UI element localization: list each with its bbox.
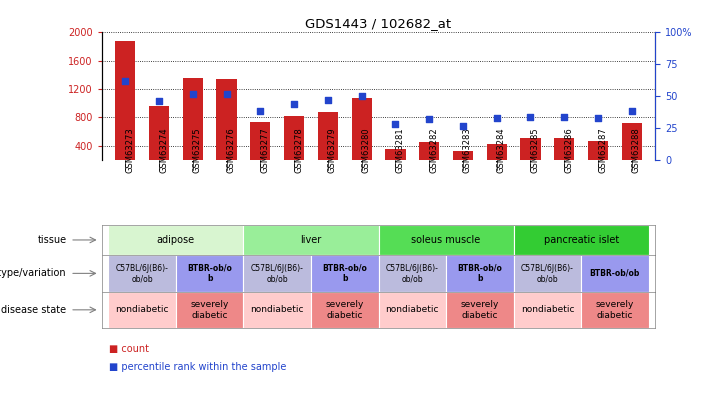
Bar <box>514 225 648 255</box>
Bar <box>520 138 540 174</box>
Bar <box>311 292 379 328</box>
Text: GSM63275: GSM63275 <box>193 127 202 173</box>
Text: GSM63281: GSM63281 <box>395 127 404 173</box>
Bar <box>581 292 648 328</box>
Text: GSM63276: GSM63276 <box>226 127 236 173</box>
Point <box>187 90 198 97</box>
Text: tissue: tissue <box>37 235 67 245</box>
Text: nondiabetic: nondiabetic <box>116 305 169 314</box>
Text: GSM63277: GSM63277 <box>260 127 269 173</box>
Text: GSM63282: GSM63282 <box>429 127 438 173</box>
Point <box>423 116 435 122</box>
Bar <box>183 78 203 174</box>
Text: disease state: disease state <box>1 305 67 315</box>
Text: BTBR-ob/ob: BTBR-ob/ob <box>590 269 640 278</box>
Point <box>491 115 503 121</box>
Text: C57BL/6J(B6)-
ob/ob: C57BL/6J(B6)- ob/ob <box>116 264 169 283</box>
Text: GSM63287: GSM63287 <box>598 127 607 173</box>
Text: BTBR-ob/o
b: BTBR-ob/o b <box>187 264 232 283</box>
Text: GSM63284: GSM63284 <box>497 127 505 173</box>
Text: ■ count: ■ count <box>109 344 149 354</box>
Bar <box>486 144 507 174</box>
Bar <box>284 116 304 174</box>
Text: GSM63288: GSM63288 <box>632 127 641 173</box>
Text: C57BL/6J(B6)-
ob/ob: C57BL/6J(B6)- ob/ob <box>251 264 304 283</box>
Bar <box>109 292 176 328</box>
Text: severely
diabetic: severely diabetic <box>596 300 634 320</box>
Text: GSM63280: GSM63280 <box>362 127 371 173</box>
Text: GSM63285: GSM63285 <box>531 127 540 173</box>
Bar <box>149 106 169 174</box>
Text: GSM63278: GSM63278 <box>294 127 303 173</box>
Bar <box>318 113 338 174</box>
Text: ■ percentile rank within the sample: ■ percentile rank within the sample <box>109 362 286 373</box>
Bar <box>176 292 243 328</box>
Bar <box>379 225 514 255</box>
Bar <box>379 292 446 328</box>
Text: severely
diabetic: severely diabetic <box>461 300 499 320</box>
Bar <box>581 255 648 292</box>
Bar <box>386 149 406 174</box>
Text: liver: liver <box>301 235 322 245</box>
Point <box>457 122 468 129</box>
Bar <box>419 142 440 174</box>
Text: GSM63274: GSM63274 <box>159 127 168 173</box>
Bar <box>351 98 372 174</box>
Text: nondiabetic: nondiabetic <box>386 305 439 314</box>
Bar <box>243 292 311 328</box>
Text: C57BL/6J(B6)-
ob/ob: C57BL/6J(B6)- ob/ob <box>521 264 574 283</box>
Bar <box>176 255 243 292</box>
Point <box>221 90 232 97</box>
Text: GSM63273: GSM63273 <box>125 127 135 173</box>
Point <box>592 115 604 121</box>
Text: BTBR-ob/o
b: BTBR-ob/o b <box>322 264 367 283</box>
Text: BTBR-ob/o
b: BTBR-ob/o b <box>458 264 503 283</box>
Bar <box>514 292 581 328</box>
Text: pancreatic islet: pancreatic islet <box>543 235 619 245</box>
Bar <box>243 225 379 255</box>
Point <box>154 98 165 104</box>
Bar <box>554 138 574 174</box>
Bar <box>514 255 581 292</box>
Point <box>559 113 570 120</box>
Bar <box>446 255 514 292</box>
Point <box>254 108 266 115</box>
Title: GDS1443 / 102682_at: GDS1443 / 102682_at <box>306 17 451 30</box>
Text: severely
diabetic: severely diabetic <box>191 300 229 320</box>
Text: GSM63279: GSM63279 <box>328 127 337 173</box>
Text: GSM63286: GSM63286 <box>564 127 573 173</box>
Text: C57BL/6J(B6)-
ob/ob: C57BL/6J(B6)- ob/ob <box>386 264 439 283</box>
Point <box>356 93 367 99</box>
Point <box>289 100 300 107</box>
Bar <box>250 122 271 174</box>
Bar <box>109 255 176 292</box>
Bar <box>217 79 237 174</box>
Bar <box>588 141 608 174</box>
Text: severely
diabetic: severely diabetic <box>325 300 364 320</box>
Bar <box>109 225 243 255</box>
Point <box>626 108 637 115</box>
Text: genotype/variation: genotype/variation <box>0 269 67 278</box>
Text: adipose: adipose <box>157 235 195 245</box>
Point <box>390 121 401 128</box>
Bar <box>453 151 473 174</box>
Point <box>322 97 334 103</box>
Text: GSM63283: GSM63283 <box>463 127 472 173</box>
Text: soleus muscle: soleus muscle <box>411 235 481 245</box>
Bar <box>622 123 642 174</box>
Bar <box>446 292 514 328</box>
Point <box>525 113 536 120</box>
Text: nondiabetic: nondiabetic <box>521 305 574 314</box>
Bar <box>115 41 135 174</box>
Bar <box>311 255 379 292</box>
Point <box>120 78 131 84</box>
Text: nondiabetic: nondiabetic <box>250 305 304 314</box>
Bar <box>379 255 446 292</box>
Bar <box>243 255 311 292</box>
